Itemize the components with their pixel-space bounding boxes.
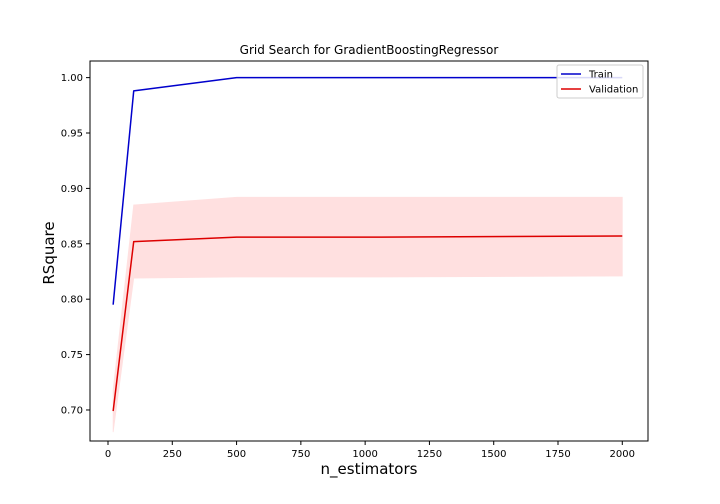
- axes-frame: [89, 60, 649, 442]
- legend: Train Validation: [556, 64, 644, 99]
- y-tick-label: 0.90: [61, 184, 83, 195]
- data-point-0-0: [112, 303, 115, 306]
- data-point-0-3: [364, 76, 367, 79]
- axes: 0 250 500 750 1000 1250 1500 1750 2000 0.70 0.75 0.…: [61, 60, 649, 460]
- x-tick-label: 2000: [610, 449, 635, 460]
- series-line-0: [112, 76, 623, 305]
- plot-area: [112, 76, 624, 433]
- x-tick-label: 1250: [417, 449, 442, 460]
- x-tick-label: 1500: [481, 449, 506, 460]
- series-line-1: [112, 235, 623, 412]
- chart-title: Grid Search for GradientBoostingRegresso…: [240, 43, 499, 57]
- x-tick-label: 0: [105, 449, 111, 460]
- x-tick-label: 500: [227, 449, 246, 460]
- data-point-1-1: [132, 240, 135, 243]
- x-tick-label: 1000: [352, 449, 377, 460]
- y-tick-label: 1.00: [61, 73, 83, 84]
- y-tick-label: 0.95: [61, 129, 83, 140]
- x-tick-label: 250: [163, 449, 182, 460]
- data-point-1-2: [235, 236, 238, 239]
- data-point-0-1: [132, 89, 135, 92]
- x-axis-label: n_estimators: [321, 460, 418, 479]
- y-tick-label: 0.85: [61, 239, 83, 250]
- data-point-0-2: [235, 76, 238, 79]
- y-tick-label: 0.70: [61, 405, 83, 416]
- legend-label-1: Validation: [589, 85, 638, 96]
- data-point-1-3: [364, 236, 367, 239]
- series-band-1: [112, 196, 623, 433]
- x-tick-label: 1750: [545, 449, 570, 460]
- x-tick-label: 750: [291, 449, 310, 460]
- y-tick-label: 0.75: [61, 350, 83, 361]
- legend-label-0: Train: [588, 70, 613, 81]
- y-tick-label: 0.80: [61, 295, 83, 306]
- data-point-1-0: [112, 410, 115, 413]
- y-axis-label: RSquare: [40, 221, 58, 284]
- data-point-1-4: [621, 235, 624, 238]
